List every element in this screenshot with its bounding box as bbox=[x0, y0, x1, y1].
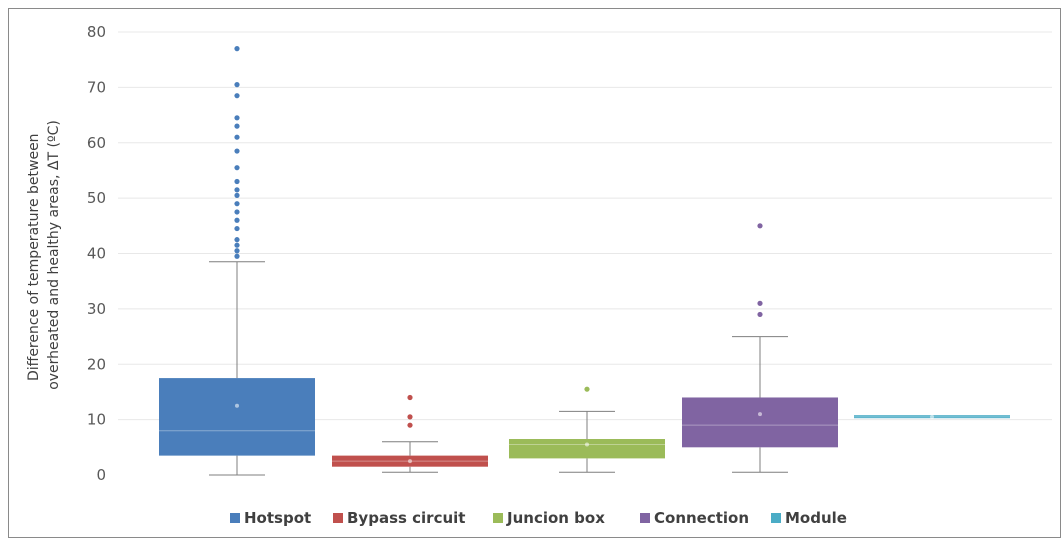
y-tick-label: 40 bbox=[87, 245, 106, 263]
outlier-point bbox=[407, 422, 413, 428]
outlier-point bbox=[234, 123, 240, 129]
iqr-box bbox=[509, 439, 665, 459]
outlier-point bbox=[234, 82, 240, 88]
outlier-point bbox=[234, 134, 240, 140]
outlier-point bbox=[234, 225, 240, 232]
legend-item-juncion-box: Juncion box bbox=[493, 509, 605, 527]
legend-label: Juncion box bbox=[506, 509, 605, 527]
outlier-point bbox=[234, 93, 240, 99]
y-tick-label: 20 bbox=[87, 355, 106, 373]
outlier-point bbox=[234, 209, 240, 215]
outlier-point bbox=[234, 237, 240, 243]
legend-item-bypass-circuit: Bypass circuit bbox=[333, 509, 465, 527]
box-bypass-circuit bbox=[332, 394, 488, 473]
mean-marker bbox=[585, 442, 589, 447]
outlier-point bbox=[234, 115, 240, 121]
outlier-point bbox=[234, 148, 240, 154]
y-axis-ticks: 0 10 20 30 40 50 60 70 80 bbox=[87, 23, 106, 484]
mean-marker bbox=[758, 412, 762, 417]
outlier-point bbox=[234, 217, 240, 223]
mean-marker bbox=[235, 403, 239, 408]
legend-swatch bbox=[493, 513, 503, 523]
outlier-point bbox=[234, 187, 240, 193]
outlier-point bbox=[757, 311, 763, 318]
legend-label: Connection bbox=[654, 509, 749, 527]
outlier-point bbox=[234, 201, 240, 207]
iqr-box bbox=[682, 397, 838, 448]
outlier-point bbox=[234, 242, 240, 248]
y-axis-title-line-1: Difference of temperature between bbox=[26, 133, 42, 381]
outlier-point bbox=[407, 394, 413, 401]
legend-item-module: Module bbox=[771, 509, 847, 527]
y-tick-label: 70 bbox=[87, 78, 106, 96]
y-axis-title: Difference of temperature between overhe… bbox=[26, 120, 62, 390]
legend-label: Bypass circuit bbox=[347, 509, 465, 527]
outlier-point bbox=[407, 414, 413, 420]
y-tick-label: 80 bbox=[87, 23, 106, 41]
legend-item-hotspot: Hotspot bbox=[230, 509, 311, 527]
legend-swatch bbox=[771, 513, 781, 523]
y-tick-label: 60 bbox=[87, 134, 106, 152]
plot-area bbox=[159, 46, 1010, 476]
outlier-point bbox=[584, 386, 590, 392]
gridlines bbox=[118, 31, 1052, 421]
outlier-point bbox=[234, 248, 240, 254]
outlier-point bbox=[757, 223, 763, 229]
y-tick-label: 10 bbox=[87, 411, 106, 429]
y-axis-title-line-2: overheated and healthy areas, ΔT (ºC) bbox=[46, 120, 62, 390]
legend-label: Module bbox=[785, 509, 847, 527]
outlier-point bbox=[234, 46, 240, 52]
y-tick-label: 0 bbox=[96, 466, 106, 484]
y-tick-label: 30 bbox=[87, 300, 106, 318]
box-module bbox=[854, 414, 1010, 419]
box-connection bbox=[682, 223, 838, 473]
legend-swatch bbox=[230, 513, 240, 523]
legend-label: Hotspot bbox=[244, 509, 311, 527]
legend-swatch bbox=[333, 513, 343, 523]
iqr-box bbox=[159, 378, 315, 456]
y-tick-label: 50 bbox=[87, 189, 106, 207]
box-hotspot bbox=[159, 46, 315, 476]
outlier-point bbox=[234, 253, 240, 259]
mean-marker bbox=[930, 414, 934, 419]
mean-marker bbox=[408, 459, 412, 464]
legend-swatch bbox=[640, 513, 650, 523]
legend-item-connection: Connection bbox=[640, 509, 749, 527]
outlier-point bbox=[234, 192, 240, 198]
outlier-point bbox=[234, 165, 240, 171]
box-juncion-box bbox=[509, 386, 665, 473]
outlier-point bbox=[234, 178, 240, 185]
legend: Hotspot Bypass circuit Juncion box Connecti… bbox=[230, 509, 847, 527]
outlier-point bbox=[757, 300, 763, 306]
